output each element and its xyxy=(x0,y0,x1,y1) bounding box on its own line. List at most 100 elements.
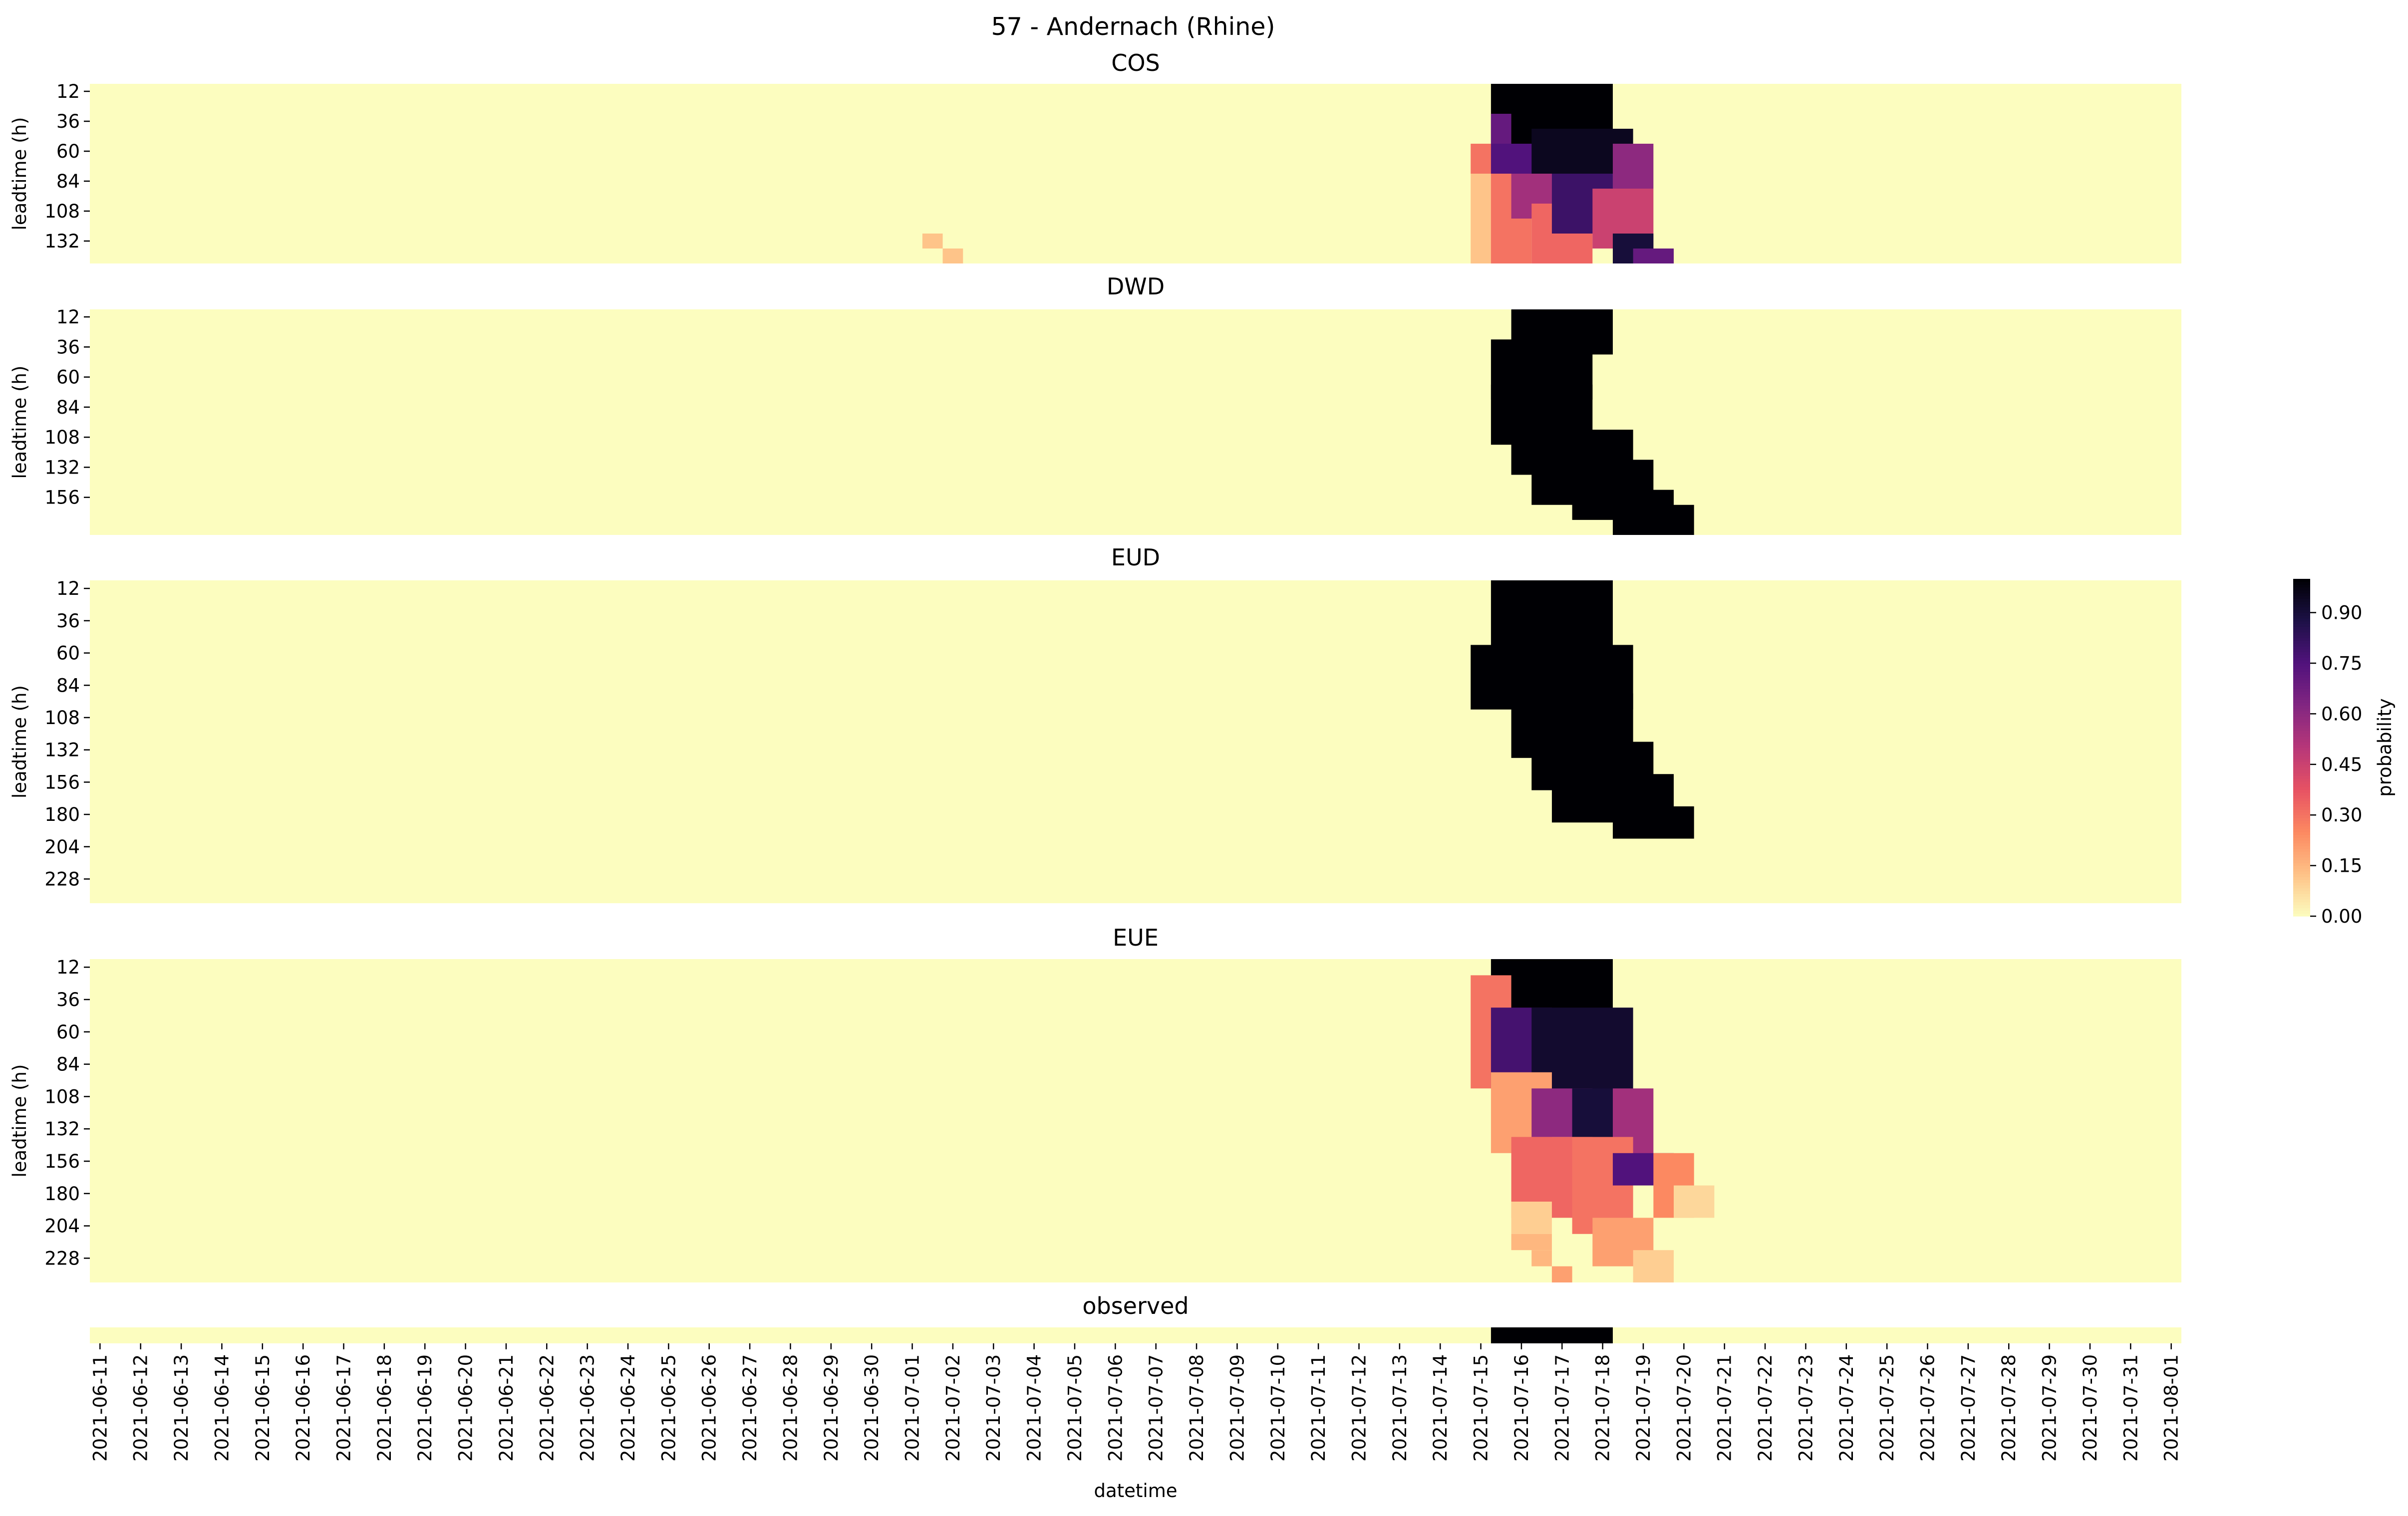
heatmap-cell xyxy=(1674,1185,1715,1218)
colorbar-segment xyxy=(2293,812,2310,815)
colorbar-segment xyxy=(2293,809,2310,813)
y-tick-label: 84 xyxy=(56,397,80,418)
x-tick-label: 2021-07-15 xyxy=(1471,1354,1492,1462)
panel-eud: EUD 12 36 60 84 108 132 156 180 204 228 leadtime (h… xyxy=(9,544,2181,903)
y-tick-label: 108 xyxy=(44,427,80,448)
x-tick-label: 2021-07-03 xyxy=(983,1354,1004,1462)
colorbar-segment xyxy=(2293,640,2310,644)
x-tick-label: 2021-06-21 xyxy=(496,1354,517,1462)
colorbar-segment xyxy=(2293,834,2310,838)
y-tick-label: 12 xyxy=(56,306,80,328)
colorbar-segment xyxy=(2293,609,2310,613)
colorbar-segment xyxy=(2293,579,2310,582)
colorbar-segment xyxy=(2293,705,2310,709)
colorbar-segment xyxy=(2293,879,2310,883)
colorbar-segment xyxy=(2293,711,2310,714)
heatmap-cell xyxy=(1491,1327,1613,1343)
colorbar-segment xyxy=(2293,671,2310,675)
y-tick-label: 108 xyxy=(44,707,80,729)
colorbar-segment xyxy=(2293,778,2310,782)
x-tick-label: 2021-07-17 xyxy=(1551,1354,1573,1462)
x-tick-label: 2021-06-14 xyxy=(211,1354,233,1462)
x-tick-label: 2021-07-02 xyxy=(942,1354,964,1462)
panel-eue: EUE 12 36 60 84 108 132 156 180 204 228 leadtime (h… xyxy=(9,924,2181,1282)
colorbar-segment xyxy=(2293,652,2310,655)
colorbar-segment xyxy=(2293,733,2310,737)
colorbar-segment xyxy=(2293,761,2310,765)
colorbar-segment xyxy=(2293,697,2310,700)
colorbar-segment xyxy=(2293,649,2310,653)
x-tick-label: 2021-06-15 xyxy=(252,1354,274,1462)
x-tick-label: 2021-07-31 xyxy=(2120,1354,2141,1462)
x-tick-label: 2021-06-29 xyxy=(821,1354,842,1462)
x-tick-label: 2021-07-18 xyxy=(1592,1354,1614,1462)
colorbar-segment xyxy=(2293,832,2310,835)
colorbar-segment xyxy=(2293,789,2310,793)
heatmap-cell xyxy=(1511,1202,1552,1234)
colorbar-segment xyxy=(2293,854,2310,858)
colorbar-segment xyxy=(2293,860,2310,863)
colorbar-segment xyxy=(2293,862,2310,866)
colorbar-segment xyxy=(2293,590,2310,593)
x-tick-label: 2021-06-17 xyxy=(333,1354,354,1462)
heatmap-cell xyxy=(1531,1250,1552,1266)
colorbar-segment xyxy=(2293,877,2310,880)
y-axis-label: leadtime (h) xyxy=(9,685,30,798)
colorbar-segment xyxy=(2293,717,2310,720)
heatmap-background xyxy=(90,84,2181,263)
heatmap-background xyxy=(90,1327,2181,1343)
x-tick-label: 2021-07-22 xyxy=(1755,1354,1776,1462)
x-tick-label: 2021-06-22 xyxy=(536,1354,558,1462)
colorbar-segment xyxy=(2293,643,2310,647)
colorbar-segment xyxy=(2293,657,2310,661)
colorbar-segment xyxy=(2293,865,2310,869)
x-tick-label: 2021-06-30 xyxy=(861,1354,883,1462)
x-tick-label: 2021-06-28 xyxy=(780,1354,801,1462)
y-tick-label: 156 xyxy=(44,771,80,793)
colorbar-segment xyxy=(2293,815,2310,818)
panel-observed: observed xyxy=(90,1292,2181,1343)
x-tick-label: 2021-07-01 xyxy=(902,1354,923,1462)
colorbar-segment xyxy=(2293,829,2310,832)
colorbar-segment xyxy=(2293,874,2310,877)
x-tick-label: 2021-06-25 xyxy=(658,1354,679,1462)
y-tick-label: 228 xyxy=(44,868,80,890)
colorbar-segment xyxy=(2293,840,2310,844)
colorbar-segment xyxy=(2293,722,2310,726)
colorbar-segment xyxy=(2293,702,2310,706)
colorbar-segment xyxy=(2293,725,2310,729)
x-tick-label: 2021-07-28 xyxy=(1998,1354,2020,1462)
y-tick-label: 84 xyxy=(56,675,80,696)
colorbar-segment xyxy=(2293,745,2310,748)
colorbar-segment xyxy=(2293,893,2310,897)
colorbar-segment xyxy=(2293,908,2310,911)
x-tick-label: 2021-07-26 xyxy=(1917,1354,1939,1462)
colorbar-segment xyxy=(2293,612,2310,616)
colorbar-segment xyxy=(2293,868,2310,872)
colorbar-segment xyxy=(2293,792,2310,796)
colorbar-segment xyxy=(2293,786,2310,790)
colorbar-segment xyxy=(2293,801,2310,804)
colorbar-segment xyxy=(2293,888,2310,891)
colorbar-label: probability xyxy=(2374,698,2396,796)
y-tick-label: 36 xyxy=(56,111,80,132)
y-tick-label: 60 xyxy=(56,141,80,162)
colorbar-segment xyxy=(2293,663,2310,667)
y-tick-label: 108 xyxy=(44,201,80,222)
colorbar-tick-label: 0.90 xyxy=(2321,602,2362,624)
x-tick-label: 2021-06-13 xyxy=(171,1354,192,1462)
colorbar-segment xyxy=(2293,674,2310,678)
heatmap-cell xyxy=(1633,249,1674,263)
colorbar-segment xyxy=(2293,688,2310,692)
colorbar-segment xyxy=(2293,891,2310,894)
colorbar-segment xyxy=(2293,913,2310,917)
x-tick-label: 2021-06-16 xyxy=(293,1354,314,1462)
colorbar-segment xyxy=(2293,607,2310,610)
y-tick-label: 132 xyxy=(44,1118,80,1140)
colorbar-segment xyxy=(2293,795,2310,798)
colorbar-segment xyxy=(2293,694,2310,698)
heatmap-cell xyxy=(1612,505,1694,535)
panel-title: EUD xyxy=(1111,544,1160,571)
colorbar-segment xyxy=(2293,820,2310,824)
y-tick-label: 204 xyxy=(44,1216,80,1237)
